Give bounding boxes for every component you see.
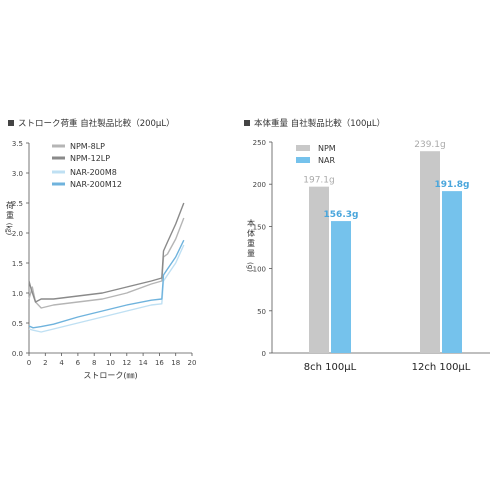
- legend-label: NAR: [318, 156, 335, 165]
- line-series-nar-200m8: [28, 244, 185, 333]
- line-y-axis-unit: (㎏): [4, 223, 13, 236]
- line-y-tick-label: 0.5: [12, 320, 23, 328]
- line-series-nar-200m12: [28, 239, 185, 329]
- legend-label: NPM: [318, 144, 336, 153]
- bar-y-axis-label-char: 重: [247, 238, 255, 248]
- legend-swatch: [296, 157, 310, 163]
- bar-y-tick-label: 150: [253, 223, 266, 231]
- line-y-tick-label: 3.0: [12, 170, 23, 178]
- line-y-tick-label: 2.0: [12, 230, 23, 238]
- line-y-axis-label-char: 重: [6, 210, 14, 220]
- line-y-tick-label: 1.0: [12, 290, 23, 298]
- line-x-tick-label: 16: [155, 359, 164, 367]
- line-x-tick-label: 14: [139, 359, 148, 367]
- bar-value-label: 239.1g: [414, 140, 445, 150]
- bar-y-axis-label-char: 体: [247, 228, 255, 238]
- bar-value-label: 156.3g: [324, 210, 359, 220]
- line-x-axis-label: ストローク(㎜): [83, 371, 137, 380]
- line-chart-title-text: ストローク荷重 自社製品比較（200μL）: [18, 119, 175, 129]
- line-y-tick-label: 1.5: [12, 260, 23, 268]
- line-y-tick-label: 2.5: [12, 200, 23, 208]
- line-chart-title: ストローク荷重 自社製品比較（200μL）: [8, 117, 175, 129]
- bar-chart-title: 本体重量 自社製品比較（100μL）: [244, 117, 385, 129]
- line-y-tick-label: 3.5: [12, 140, 23, 148]
- line-x-tick-label: 20: [188, 359, 197, 367]
- bar-y-tick-label: 0: [262, 350, 266, 358]
- line-x-tick-label: 4: [59, 359, 64, 367]
- bar-y-axis-label-char: 本: [247, 218, 255, 228]
- bar-y-tick-label: 250: [253, 139, 266, 147]
- legend-label: NPM-8LP: [70, 142, 105, 151]
- line-y-axis-label-char: 荷: [6, 200, 14, 210]
- legend-label: NAR-200M12: [70, 180, 122, 189]
- bar-category-label: 8ch 100μL: [304, 362, 357, 373]
- line-y-tick-label: 0.0: [12, 350, 23, 358]
- line-x-tick-label: 0: [27, 359, 31, 367]
- line-x-tick-label: 6: [76, 359, 81, 367]
- bar-y-tick-label: 50: [257, 308, 266, 316]
- bar-category-label: 12ch 100μL: [412, 362, 471, 373]
- line-x-tick-label: 10: [106, 359, 115, 367]
- line-x-tick-label: 2: [43, 359, 47, 367]
- legend-label: NAR-200M8: [70, 168, 117, 177]
- line-series-npm-8lp: [28, 217, 185, 309]
- bar-npm: [420, 151, 440, 353]
- bar-nar: [331, 221, 351, 353]
- bar-nar: [442, 191, 462, 353]
- line-x-tick-label: 8: [92, 359, 96, 367]
- bar-value-label: 191.8g: [435, 180, 470, 190]
- line-series-npm-12lp: [28, 202, 185, 303]
- line-x-tick-label: 18: [171, 359, 180, 367]
- title-square-icon: [8, 120, 14, 126]
- bar-npm: [309, 186, 329, 353]
- bar-chart-title-text: 本体重量 自社製品比較（100μL）: [254, 119, 386, 129]
- bar-y-tick-label: 100: [253, 266, 266, 274]
- bar-y-axis-unit: (g): [246, 262, 254, 272]
- legend-swatch: [296, 145, 310, 151]
- line-x-tick-label: 12: [122, 359, 131, 367]
- title-square-icon: [244, 120, 250, 126]
- bar-y-axis-label-char: 量: [247, 249, 255, 258]
- bar-value-label: 197.1g: [303, 176, 334, 186]
- bar-y-tick-label: 200: [253, 181, 266, 189]
- legend-label: NPM-12LP: [70, 154, 110, 163]
